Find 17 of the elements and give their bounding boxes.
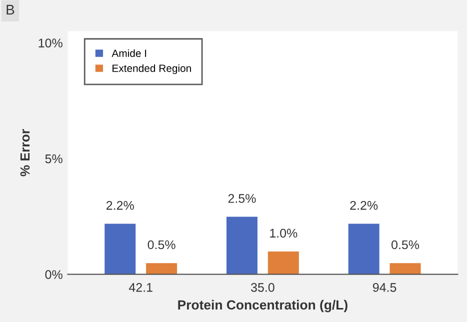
data-label: 2.5%: [228, 194, 256, 203]
legend-label: Amide I: [112, 49, 146, 57]
text: B: [6, 4, 14, 14]
y-tick-label: 0%: [45, 270, 62, 279]
data-label: 2.2%: [106, 200, 134, 210]
data-label: 0.5%: [392, 240, 420, 250]
y-axis-title: % Error: [20, 129, 30, 176]
x-tick-label: 35.0: [251, 283, 274, 292]
x-tick-label: 94.5: [372, 283, 396, 292]
data-label: 0.5%: [148, 240, 176, 250]
legend-label: Extended Region: [112, 64, 191, 74]
x-axis-title: Protein Concentration (g/L): [178, 300, 348, 312]
data-label: 1.0%: [270, 228, 298, 238]
y-tick-label: 10%: [38, 38, 62, 48]
data-label: 2.2%: [350, 200, 378, 210]
y-tick-label: 5%: [45, 154, 62, 164]
x-tick-label: 42.1: [128, 283, 152, 292]
